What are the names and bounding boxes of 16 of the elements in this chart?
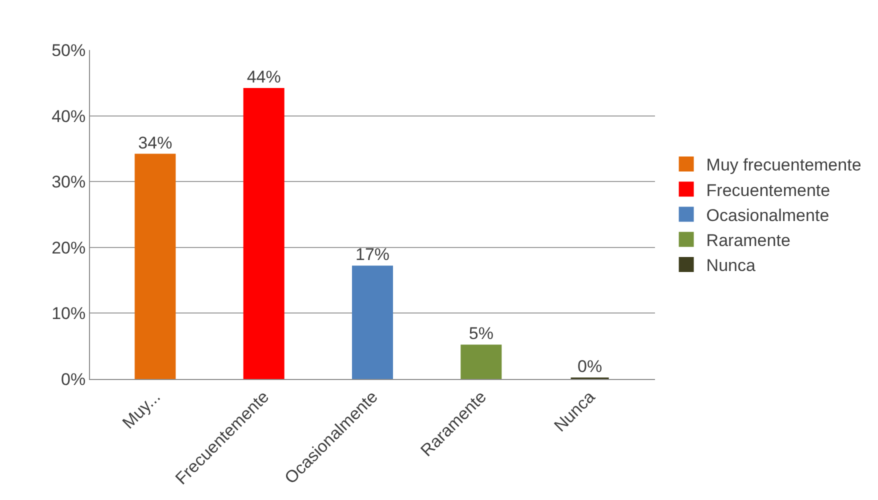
legend-label: Muy frecuentemente — [706, 156, 862, 175]
data-label: 44% — [246, 67, 281, 86]
y-tick-label: 0% — [61, 370, 86, 389]
legend-label: Ocasionalmente — [706, 206, 830, 225]
legend-label: Raramente — [706, 230, 790, 250]
y-tick-label: 40% — [52, 106, 86, 126]
y-tick-label: 30% — [52, 172, 86, 192]
data-label: 34% — [138, 133, 172, 152]
data-label: 17% — [355, 245, 390, 264]
legend-label: Frecuentemente — [706, 180, 830, 200]
data-label: 5% — [468, 324, 494, 344]
y-tick-label: 50% — [52, 40, 86, 60]
y-tick-label: 10% — [52, 304, 86, 324]
data-label: 0% — [578, 357, 602, 376]
y-tick-label: 20% — [52, 238, 86, 258]
legend-label: Nunca — [706, 256, 756, 276]
